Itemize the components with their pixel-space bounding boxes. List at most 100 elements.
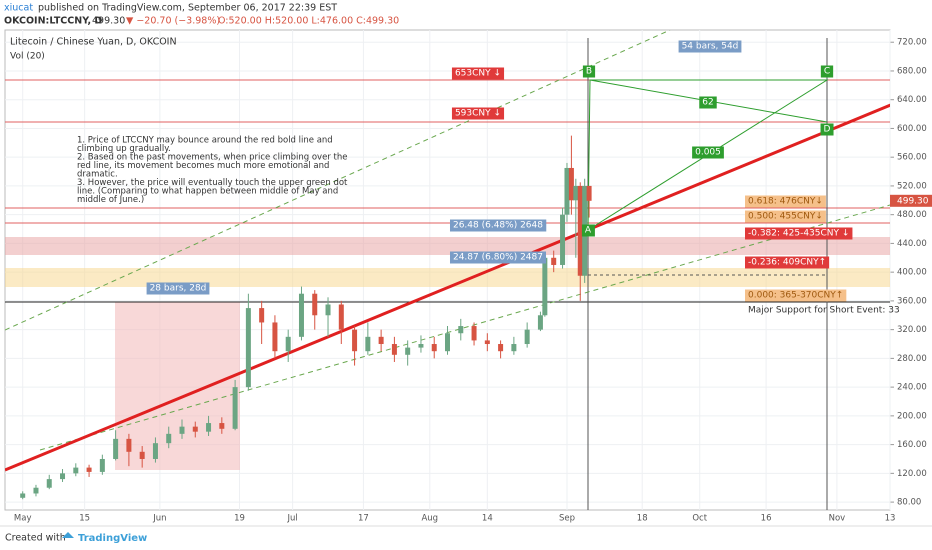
annotation-box	[692, 146, 724, 159]
candle-body	[126, 438, 132, 452]
y-tick-label: 240.00	[897, 383, 927, 393]
annotation-box	[745, 256, 830, 269]
candle-body	[542, 257, 548, 316]
candle-body	[365, 336, 371, 352]
symbol: OKCOIN:LTCCNY, D	[4, 16, 102, 27]
candle-body	[573, 185, 579, 201]
y-tick-label: 480.00	[897, 210, 927, 220]
x-tick-label: 17	[358, 514, 369, 524]
labels: 80.00 120.00 160.00 200.00 240.00 280.00 320.0…	[14, 38, 932, 524]
x-tick-label: 19	[234, 514, 245, 524]
y-tick-label: 160.00	[897, 440, 927, 450]
x-tick-label: 15	[79, 514, 90, 524]
annotation-box	[820, 123, 834, 136]
annotation: 0.000: 365-370CNY↑	[748, 291, 843, 301]
y-tick-label: 440.00	[897, 239, 927, 249]
candle-body	[139, 451, 145, 459]
candle-body	[73, 467, 79, 474]
x-tick-label: Jun	[152, 514, 166, 524]
candle-body	[586, 185, 592, 201]
y-tick-label: 200.00	[897, 411, 927, 421]
footer-brand[interactable]: TradingView	[78, 533, 147, 544]
note-line: 3. However, the price will eventually to…	[77, 178, 348, 188]
candle-body	[179, 426, 185, 434]
candle-body	[551, 257, 557, 265]
annotation: -0.236: 409CNY↑	[748, 258, 826, 268]
candle-body	[192, 426, 198, 432]
candle-body	[206, 423, 212, 432]
price-tag	[890, 194, 932, 207]
footer-created: Created with	[5, 533, 66, 544]
annotation: B	[586, 67, 592, 77]
candle-body	[537, 315, 543, 330]
y-tick-label: 360.00	[897, 296, 927, 306]
annotation-box	[745, 195, 826, 208]
candle-body	[568, 167, 574, 201]
author[interactable]: xiucat	[4, 3, 33, 14]
candle-body	[113, 438, 119, 459]
candle-body	[232, 387, 238, 429]
y-tick-label: 80.00	[897, 498, 921, 508]
x-tick-label: May	[14, 514, 32, 524]
y-tick-label: 520.00	[897, 181, 927, 191]
annotation-box	[449, 251, 547, 264]
candle-body	[166, 433, 172, 444]
channel-lower	[39, 204, 890, 451]
annotation: 24.87 (6.80%) 2487	[453, 253, 543, 263]
annotation-box	[745, 289, 847, 302]
annotation: D	[824, 125, 831, 135]
note-line: 2. Based on the past movements, when pri…	[77, 153, 347, 163]
annotation-box	[745, 227, 853, 240]
annotation: 0.005	[695, 148, 721, 158]
candle-body	[272, 322, 278, 352]
candle-body	[99, 458, 105, 472]
annotation: C	[824, 67, 830, 77]
annotation: A	[585, 226, 592, 236]
candle-body	[378, 336, 384, 345]
x-tick-label: 18	[637, 514, 648, 524]
note-line: climbing up gradually.	[77, 144, 171, 154]
support-label: Major Support for Short Event: 33	[748, 306, 900, 316]
annotation-box	[581, 224, 595, 237]
y-tick-label: 120.00	[897, 469, 927, 479]
candle-body	[498, 344, 504, 352]
chart-title: Litecoin / Chinese Yuan, D, OKCOIN	[10, 37, 177, 48]
annotation: 62	[702, 98, 713, 108]
candle-body	[245, 308, 251, 388]
logo	[62, 532, 74, 538]
price-tag-label: 499.30	[897, 196, 929, 206]
y-tick-label: 320.00	[897, 325, 927, 335]
candle-body	[524, 329, 530, 345]
y-tick-label: 720.00	[897, 38, 927, 48]
annotation: 653CNY ↓	[455, 69, 501, 79]
x-tick-label: 14	[482, 514, 493, 524]
annotation-box	[451, 67, 505, 80]
x-tick-label: Aug	[421, 514, 438, 524]
candle-body	[471, 326, 477, 341]
note-line: 1. Price of LTCCNY may bounce around the…	[77, 136, 333, 146]
candle-body	[431, 344, 437, 352]
candle-body	[445, 333, 450, 352]
candle-body	[352, 329, 358, 352]
annotation: -0.382: 425-435CNY ↓	[748, 229, 849, 239]
candle-body	[46, 479, 52, 488]
candle-body	[564, 167, 570, 215]
annotation-box	[745, 210, 826, 223]
annotation-box	[449, 219, 547, 232]
annotation: 28 bars, 28d	[150, 284, 207, 294]
change: ▼ −20.70 (−3.98%)	[126, 16, 220, 27]
annotation: 0.500: 455CNY↓	[748, 212, 823, 222]
annotation-box	[699, 96, 717, 109]
x-tick-label: Oct	[692, 514, 707, 524]
annotation-box	[582, 65, 596, 78]
candle-body	[560, 214, 566, 265]
y-tick-label: 640.00	[897, 95, 927, 105]
note-line: red line, its movement becomes much more…	[77, 161, 329, 171]
annotation: 593CNY ↓	[455, 109, 501, 119]
y-tick-label: 680.00	[897, 66, 927, 76]
annotation-box	[451, 107, 505, 120]
range-box	[115, 302, 240, 470]
candle-body	[20, 493, 26, 498]
ohlc: O:520.00 H:520.00 L:476.00 C:499.30	[218, 16, 399, 27]
x-tick-label: Jul	[286, 514, 297, 524]
